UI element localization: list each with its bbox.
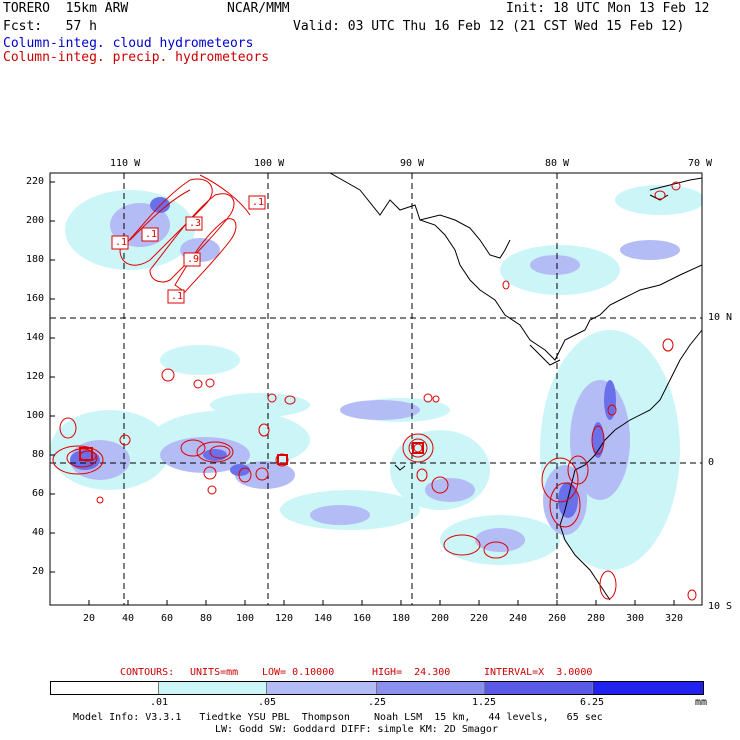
x-label: 60 [161, 613, 174, 624]
contour-label: .3 [189, 218, 202, 229]
model-info-line1: Model Info: V3.3.1 Tiedtke YSU PBL Thomp… [73, 712, 603, 723]
contour-label: .1 [171, 291, 184, 302]
contour-label: .1 [145, 229, 158, 240]
x-label: 200 [431, 613, 450, 624]
x-label: 280 [587, 613, 606, 624]
lat-label: 0 [708, 457, 715, 468]
init-time: Init: 18 UTC Mon 13 Feb 12 [506, 1, 710, 16]
x-label: 180 [392, 613, 411, 624]
field-precip-label: Column-integ. precip. hydrometeors [3, 50, 270, 65]
contour-label: .9 [187, 254, 200, 265]
model-title: TORERO 15km ARW [3, 1, 129, 16]
plot-frame [49, 172, 703, 606]
lat-label: 10 S [708, 601, 733, 612]
x-label: 40 [122, 613, 135, 624]
colorbar-unit: mm [695, 697, 708, 708]
y-label: 160 [26, 293, 45, 304]
lon-label: 80 W [545, 158, 570, 169]
y-label: 100 [26, 410, 45, 421]
y-label: 60 [32, 488, 45, 499]
contours-interval: INTERVAL=X 3.0000 [484, 667, 593, 678]
contour-label-boxes [111, 195, 266, 304]
colorbar-bin [51, 682, 159, 694]
field-cloud-label: Column-integ. cloud hydrometeors [3, 36, 254, 51]
contour-label: .1 [115, 237, 128, 248]
x-label: 100 [236, 613, 255, 624]
contours-units: UNITS=mm [190, 667, 239, 678]
x-label: 220 [470, 613, 489, 624]
precip-maxima-boxes [79, 442, 424, 465]
x-label: 80 [200, 613, 213, 624]
contour-label: .1 [252, 197, 265, 208]
colorbar-bin [593, 682, 703, 694]
y-label: 80 [32, 449, 45, 460]
y-label: 20 [32, 566, 45, 577]
lon-label: 70 W [688, 158, 713, 169]
x-label: 260 [548, 613, 567, 624]
y-label: 40 [32, 527, 45, 538]
contours-high: HIGH= 24.300 [372, 667, 451, 678]
x-label: 160 [353, 613, 372, 624]
model-info-line2: LW: Godd SW: Goddard DIFF: simple KM: 2D… [215, 724, 498, 735]
lon-label: 110 W [110, 158, 141, 169]
coastline [329, 173, 702, 601]
colorbar [50, 681, 704, 695]
x-label: 240 [509, 613, 528, 624]
cloud-shading [50, 185, 702, 570]
x-label: 140 [314, 613, 333, 624]
x-label: 300 [626, 613, 645, 624]
x-label: 20 [83, 613, 96, 624]
colorbar-bin [485, 682, 593, 694]
contours-low: LOW= 0.10000 [262, 667, 335, 678]
organization: NCAR/MMM [227, 1, 290, 16]
lon-label: 90 W [400, 158, 425, 169]
colorbar-bin [159, 682, 267, 694]
y-label: 180 [26, 254, 45, 265]
forecast-hour: Fcst: 57 h [3, 19, 97, 34]
contours-prefix: CONTOURS: [120, 667, 175, 678]
y-label: 200 [26, 215, 45, 226]
colorbar-bin [377, 682, 485, 694]
colorbar-tick: .01 [150, 697, 169, 708]
colorbar-bin [267, 682, 377, 694]
x-label: 320 [665, 613, 684, 624]
colorbar-tick: .05 [258, 697, 277, 708]
y-label: 140 [26, 332, 45, 343]
lat-label: 10 N [708, 312, 733, 323]
colorbar-tick: .25 [368, 697, 387, 708]
axis-ticks [50, 181, 675, 605]
x-label: 120 [275, 613, 294, 624]
y-label: 220 [26, 176, 45, 187]
y-label: 120 [26, 371, 45, 382]
colorbar-tick: 6.25 [580, 697, 605, 708]
colorbar-tick: 1.25 [472, 697, 497, 708]
valid-time: Valid: 03 UTC Thu 16 Feb 12 (21 CST Wed … [293, 19, 685, 34]
lon-label: 100 W [254, 158, 285, 169]
